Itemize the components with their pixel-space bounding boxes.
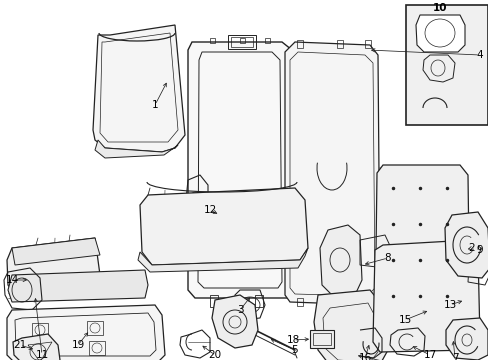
Bar [87,321,103,335]
Bar [32,323,48,337]
Bar [336,298,342,306]
Text: 1: 1 [151,100,158,110]
Text: 18: 18 [286,335,299,345]
Polygon shape [95,140,178,158]
Bar [336,40,342,48]
Polygon shape [8,270,148,302]
Text: 12: 12 [203,205,216,215]
Text: 7: 7 [451,353,457,360]
Polygon shape [372,240,479,352]
Bar [264,38,269,43]
Bar [405,5,487,125]
Text: 2: 2 [468,243,474,253]
Text: 15: 15 [398,315,411,325]
Polygon shape [12,238,100,265]
Bar [227,35,256,49]
Text: 8: 8 [384,253,390,263]
Text: 5: 5 [291,345,298,355]
Polygon shape [319,225,361,298]
Text: 9: 9 [476,245,482,255]
Bar [312,333,330,345]
Polygon shape [444,212,488,278]
Bar [240,38,244,43]
Bar [230,37,252,47]
Bar [89,341,105,355]
Polygon shape [7,238,100,295]
Polygon shape [445,318,487,360]
Polygon shape [415,15,464,52]
Text: 20: 20 [208,350,221,360]
Bar [296,40,303,48]
Text: 4: 4 [476,50,482,60]
Text: 16: 16 [358,353,371,360]
Text: 10: 10 [432,3,447,13]
Text: 17: 17 [423,350,436,360]
Polygon shape [374,165,469,338]
Bar [34,341,50,355]
Bar [296,298,303,306]
Polygon shape [285,42,379,305]
Text: 3: 3 [236,305,243,315]
Polygon shape [140,188,307,265]
Text: 14: 14 [5,275,19,285]
Text: 13: 13 [443,300,456,310]
Polygon shape [187,42,294,298]
Polygon shape [93,25,184,152]
Bar [254,295,263,307]
Bar [209,295,218,307]
Bar [209,38,215,43]
Polygon shape [138,248,307,272]
Polygon shape [313,290,387,360]
Text: 21: 21 [13,340,26,350]
Polygon shape [7,305,164,360]
Text: 11: 11 [35,350,48,360]
Polygon shape [13,334,60,360]
Bar [309,330,333,348]
Bar [364,40,370,48]
Text: 19: 19 [71,340,84,350]
Polygon shape [212,295,258,348]
